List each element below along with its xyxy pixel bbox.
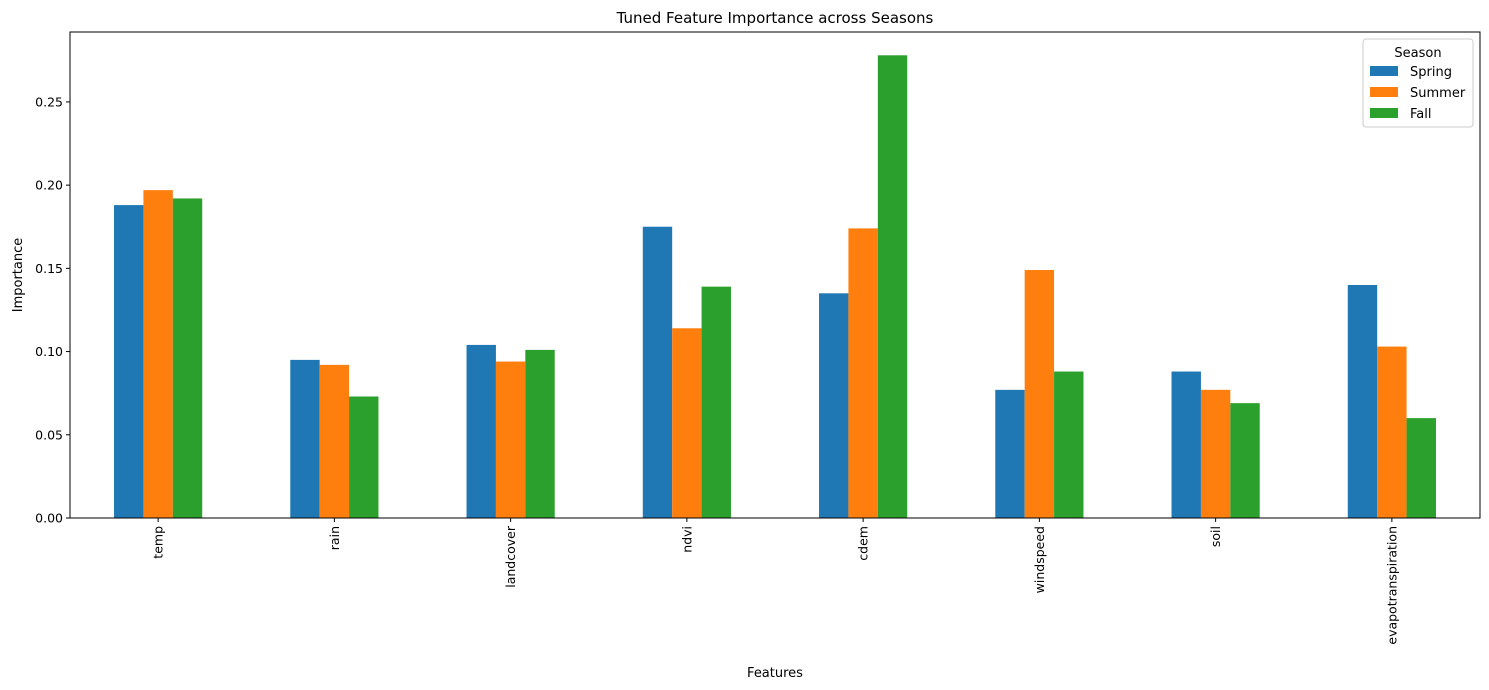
x-tick-label-cdem: cdem (856, 526, 871, 561)
bar-summer-windspeed (1024, 270, 1055, 518)
bar-spring-cdem (819, 293, 849, 518)
x-axis-ticks: temp rain landcover ndvi cdem windspeed soil ev… (151, 518, 1399, 645)
legend-swatch-spring (1370, 66, 1398, 76)
bar-spring-ndvi (642, 226, 673, 518)
legend: Season Spring Summer Fall (1362, 38, 1474, 128)
x-tick-label-soil: soil (1208, 526, 1223, 547)
bar-fall-rain (349, 396, 379, 518)
bar-fall-temp (172, 198, 203, 518)
bar-spring-soil (1171, 371, 1201, 518)
y-axis-ticks: 0.00 0.05 0.10 0.15 0.20 0.25 (35, 94, 70, 526)
bar-fall-soil (1230, 403, 1260, 518)
x-tick-label-rain: rain (327, 526, 342, 550)
bar-summer-landcover (495, 361, 526, 518)
chart-title: Tuned Feature Importance across Seasons (616, 9, 934, 27)
bar-summer-rain (319, 364, 350, 518)
x-axis-label: Features (747, 666, 803, 681)
bar-spring-landcover (466, 344, 496, 518)
bar-spring-rain (290, 359, 320, 518)
bar-spring-evapotranspiration (1347, 284, 1378, 518)
y-tick-label: 0.05 (35, 427, 63, 442)
y-tick-label: 0.20 (35, 178, 63, 193)
bars-layer (114, 55, 1436, 519)
bar-spring-windspeed (995, 389, 1025, 518)
legend-title: Season (1394, 46, 1441, 61)
x-tick-label-evapotranspiration: evapotranspiration (1384, 526, 1399, 645)
bar-fall-cdem (877, 55, 908, 519)
y-axis-label: Importance (11, 238, 26, 313)
x-tick-label-landcover: landcover (503, 525, 518, 588)
y-tick-label: 0.25 (35, 94, 63, 109)
bar-summer-cdem (848, 228, 878, 518)
legend-label-fall: Fall (1410, 107, 1431, 122)
bar-summer-soil (1200, 389, 1231, 518)
y-tick-label: 0.00 (35, 511, 63, 526)
bar-summer-ndvi (672, 328, 702, 518)
bar-summer-evapotranspiration (1377, 346, 1407, 518)
bar-fall-ndvi (701, 286, 731, 518)
legend-swatch-fall (1370, 108, 1398, 118)
bar-spring-temp (114, 205, 144, 518)
bar-fall-evapotranspiration (1406, 418, 1436, 518)
legend-box (1362, 38, 1474, 128)
legend-label-summer: Summer (1410, 86, 1466, 101)
y-tick-label: 0.10 (35, 344, 63, 359)
plot-frame (69, 31, 1481, 519)
x-tick-label-windspeed: windspeed (1032, 526, 1047, 593)
legend-label-spring: Spring (1410, 65, 1452, 80)
legend-swatch-summer (1370, 87, 1398, 97)
y-tick-label: 0.15 (35, 261, 63, 276)
x-tick-label-ndvi: ndvi (679, 526, 694, 553)
bar-fall-landcover (525, 349, 555, 518)
x-tick-label-temp: temp (151, 526, 166, 559)
bar-fall-windspeed (1054, 371, 1084, 518)
bar-summer-temp (143, 190, 173, 518)
